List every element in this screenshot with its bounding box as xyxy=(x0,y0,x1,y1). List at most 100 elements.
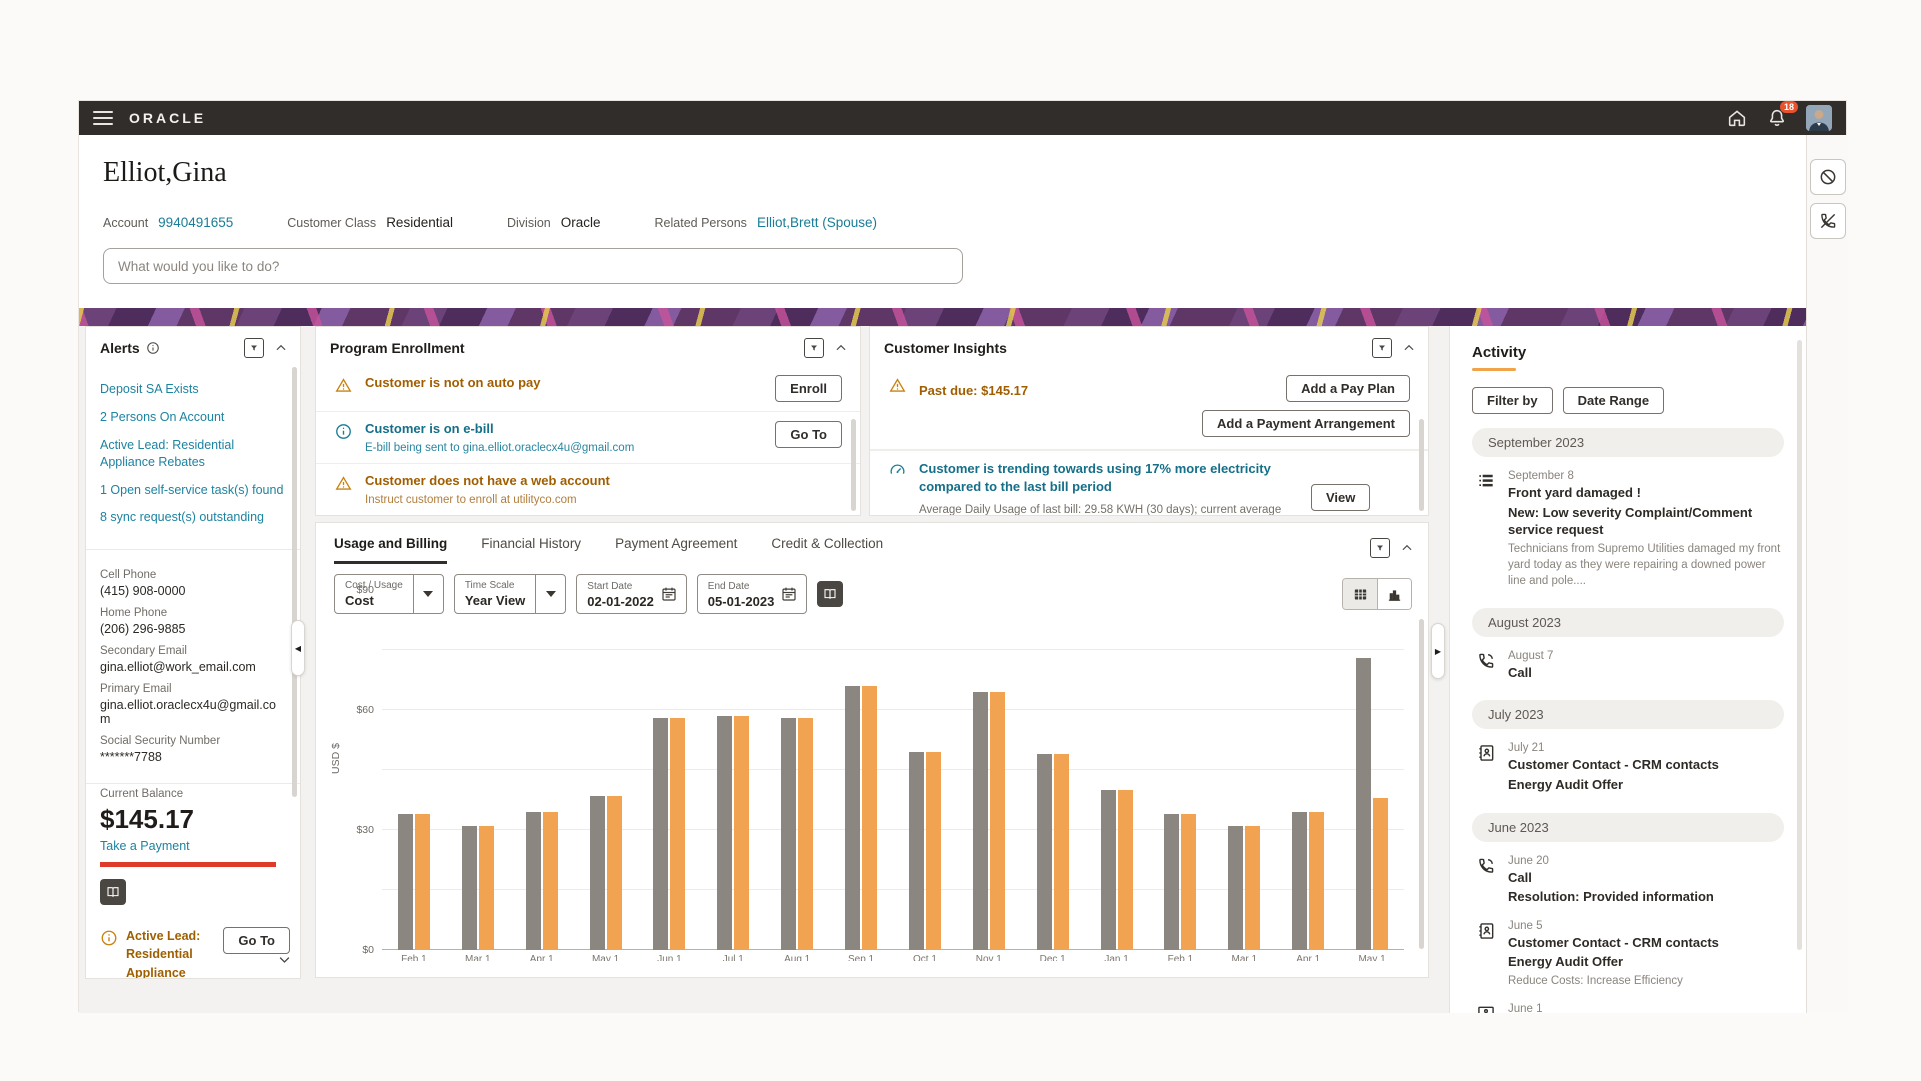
contact-label: Cell Phone xyxy=(100,569,157,582)
bar-group xyxy=(1212,826,1276,950)
caret-down-icon[interactable] xyxy=(535,575,565,613)
notification-badge: 18 xyxy=(1779,101,1798,113)
contact-info: Cell Phone (415) 908-0000 Home Phone (206) … xyxy=(86,550,300,785)
alert-link[interactable]: Deposit SA Exists xyxy=(100,382,199,396)
activity-entry[interactable]: June 20 Call Resolution: Provided informat… xyxy=(1472,846,1784,911)
alert-links: Deposit SA Exists 2 Persons On Account Act… xyxy=(86,366,300,551)
contact-label: Primary Email xyxy=(100,683,172,696)
bar-chart-view-icon[interactable] xyxy=(1377,579,1411,609)
activity-line: Front yard damaged ! xyxy=(1508,485,1641,500)
user-avatar[interactable] xyxy=(1806,105,1832,131)
phone-slash-icon[interactable] xyxy=(1810,203,1846,239)
x-tick-label: Sep 1 xyxy=(847,954,875,961)
view-button[interactable]: View xyxy=(1311,483,1371,511)
related-persons-value[interactable]: Elliot,Brett (Spouse) xyxy=(756,215,877,230)
collapse-chevron-up-icon[interactable] xyxy=(274,341,288,355)
tab-financial-history[interactable]: Financial History xyxy=(481,536,582,551)
alert-link[interactable]: Active Lead: Residential Appliance Rebat… xyxy=(100,437,235,469)
activity-date: June 5 xyxy=(1508,919,1543,932)
add-pay-plan-button[interactable]: Add a Pay Plan xyxy=(1286,375,1410,402)
activity-entry[interactable]: July 21 Customer Contact - CRM contacts En… xyxy=(1472,733,1784,798)
bar-group xyxy=(1149,814,1213,950)
activity-entry-body: September 8 Front yard damaged ! New: Low … xyxy=(1508,470,1784,589)
alert-link[interactable]: 2 Persons On Account xyxy=(100,409,225,424)
panel-settings-icon[interactable] xyxy=(804,338,824,358)
collapse-chevron-up-icon[interactable] xyxy=(1402,341,1416,355)
add-payment-arrangement-button[interactable]: Add a Payment Arrangement xyxy=(1202,410,1410,437)
filter-by-button[interactable]: Filter by xyxy=(1472,387,1553,414)
warning-icon xyxy=(334,474,353,498)
contact-value: (206) 296-9885 xyxy=(100,622,186,637)
tab-payment-agreement[interactable]: Payment Agreement xyxy=(615,536,738,551)
customer-attributes: Account 9940491655 Customer Class Residenti… xyxy=(103,215,1782,230)
x-tick-label: Dec 1 xyxy=(1039,954,1066,961)
cost-usage-select[interactable]: Cost / Usage Cost xyxy=(334,574,444,614)
date-range-button[interactable]: Date Range xyxy=(1562,387,1665,414)
tab-credit-collection[interactable]: Credit & Collection xyxy=(771,536,884,551)
customer-insights-title: Customer Insights xyxy=(884,340,1007,356)
activity-entry-body: June 1Self-Service Task - Bill Due Notif… xyxy=(1508,1003,1782,1013)
usage-scrollbar[interactable] xyxy=(1419,619,1424,949)
bar xyxy=(989,692,1005,950)
calendar-icon[interactable] xyxy=(660,585,678,603)
month-pill-september-2023: September 2023 xyxy=(1472,428,1784,457)
account-value[interactable]: 9940491655 xyxy=(158,215,234,230)
contact-card-icon xyxy=(1476,921,1496,989)
program-scrollbar[interactable] xyxy=(851,419,856,511)
expand-right-panel-handle[interactable]: ▶ xyxy=(1431,623,1445,679)
insights-scrollbar[interactable] xyxy=(1419,419,1424,511)
collapse-chevron-up-icon[interactable] xyxy=(1400,541,1414,555)
bar xyxy=(972,692,988,950)
activity-entry[interactable]: August 7 Call xyxy=(1472,641,1784,687)
home-icon[interactable] xyxy=(1726,107,1748,129)
activity-scrollbar[interactable] xyxy=(1797,340,1802,950)
book-icon[interactable] xyxy=(100,879,126,906)
collapse-chevron-up-icon[interactable] xyxy=(834,341,848,355)
notifications-bell-icon[interactable]: 18 xyxy=(1766,101,1798,129)
table-view-icon[interactable] xyxy=(1343,579,1377,609)
contact-label: Home Phone xyxy=(100,607,168,620)
time-scale-select[interactable]: Time Scale Year View xyxy=(453,574,567,614)
panel-settings-icon[interactable] xyxy=(1370,538,1390,558)
field-label: Division xyxy=(506,216,551,230)
alert-link[interactable]: 1 Open self-service task(s) found xyxy=(100,482,284,497)
bar-group xyxy=(957,692,1021,950)
book-icon[interactable] xyxy=(817,581,844,607)
caret-down-icon[interactable] xyxy=(412,575,443,613)
panel-settings-icon[interactable] xyxy=(244,338,264,358)
activity-entry[interactable]: September 8 Front yard damaged ! New: Low … xyxy=(1472,461,1784,594)
ban-icon[interactable] xyxy=(1810,159,1846,195)
hamburger-menu-icon[interactable] xyxy=(93,108,113,128)
go-to-button[interactable]: Go To xyxy=(775,421,842,448)
activity-line: Call xyxy=(1508,869,1532,885)
action-search-input[interactable] xyxy=(103,248,963,284)
take-payment-link[interactable]: Take a Payment xyxy=(100,839,190,854)
info-icon[interactable] xyxy=(146,341,160,355)
alert-link[interactable]: 8 sync request(s) outstanding xyxy=(100,510,264,525)
start-date-field[interactable]: Start Date 02-01-2022 xyxy=(576,574,687,614)
bar-group xyxy=(1085,790,1149,950)
enrollment-text: Customer is not on auto pay xyxy=(365,375,763,390)
bar xyxy=(1100,790,1116,950)
enrollment-row: Customer is not on auto pay Enroll xyxy=(316,366,860,411)
bar-group xyxy=(1340,658,1404,950)
bar xyxy=(397,814,413,950)
end-date-field[interactable]: End Date 05-01-2023 xyxy=(696,574,808,614)
calendar-icon[interactable] xyxy=(780,585,798,603)
alerts-scrollbar[interactable] xyxy=(292,367,297,797)
scroll-down-chevron-icon[interactable] xyxy=(277,952,292,972)
activity-entry-body: August 7 Call xyxy=(1508,650,1553,682)
panel-settings-icon[interactable] xyxy=(1372,338,1392,358)
contact-field: Home Phone (206) 296-9885 xyxy=(100,607,286,636)
enroll-button[interactable]: Enroll xyxy=(775,375,842,402)
go-to-button[interactable]: Go To xyxy=(223,927,290,955)
collapse-left-panel-handle[interactable]: ◀ xyxy=(291,620,305,676)
tab-usage-and-billing[interactable]: Usage and Billing xyxy=(334,536,448,564)
phone-icon xyxy=(1476,651,1496,682)
activity-entry-body: June 5 Customer Contact - CRM contacts Ene… xyxy=(1508,920,1719,989)
activity-entry[interactable]: June 1Self-Service Task - Bill Due Notif… xyxy=(1472,994,1784,1013)
bar xyxy=(478,826,494,950)
activity-entry[interactable]: June 5 Customer Contact - CRM contacts Ene… xyxy=(1472,911,1784,994)
activity-line: New: Low severity Complaint/Comment serv… xyxy=(1508,504,1753,538)
contact-value: (415) 908-0000 xyxy=(100,584,186,599)
